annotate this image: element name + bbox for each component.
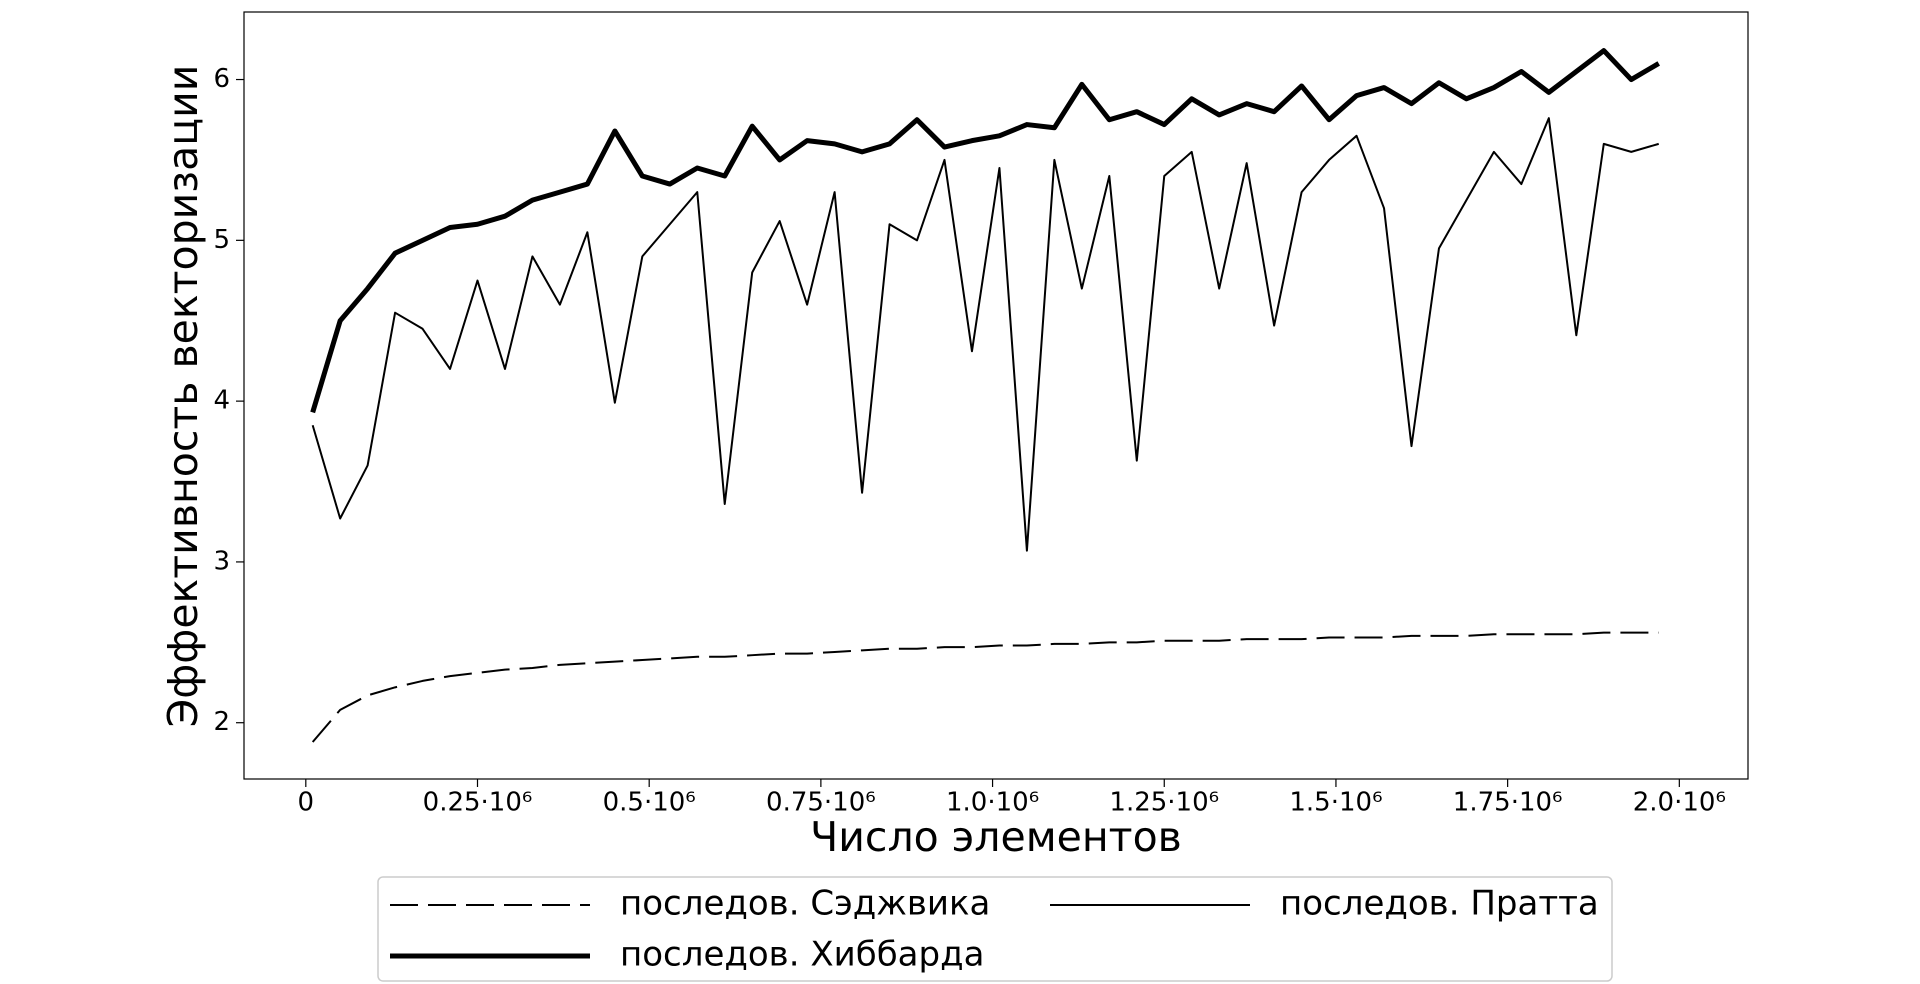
x-tick-label: 1.0·10⁶ (946, 788, 1039, 818)
y-tick-label: 6 (213, 64, 230, 94)
x-tick-label: 0 (298, 788, 315, 818)
data-line (311, 631, 1659, 743)
x-tick-label: 1.25·10⁶ (1109, 788, 1219, 818)
legend-label: последов. Пратта (1280, 884, 1599, 924)
plot-frame (243, 11, 1749, 780)
data-line (310, 48, 1660, 414)
x-axis-label: Число элементов (810, 813, 1182, 861)
x-tick-label: 0.75·10⁶ (766, 788, 876, 818)
y-tick-label: 3 (213, 546, 230, 576)
x-tick-label: 2.0·10⁶ (1633, 788, 1726, 818)
legend-box (377, 876, 1613, 982)
y-tick-label: 5 (213, 225, 230, 255)
data-line (311, 117, 1660, 552)
x-tick-label: 1.75·10⁶ (1453, 788, 1563, 818)
x-tick-label: 0.25·10⁶ (423, 788, 533, 818)
x-tick-label: 1.5·10⁶ (1289, 788, 1382, 818)
x-tick-label: 0.5·10⁶ (603, 788, 696, 818)
legend-label: последов. Хиббарда (620, 935, 984, 975)
y-axis-label: Эффективность векторизации (159, 65, 207, 728)
y-tick-label: 4 (213, 386, 230, 416)
legend-label: последов. Сэджвика (620, 884, 990, 924)
y-tick-label: 2 (213, 707, 230, 737)
